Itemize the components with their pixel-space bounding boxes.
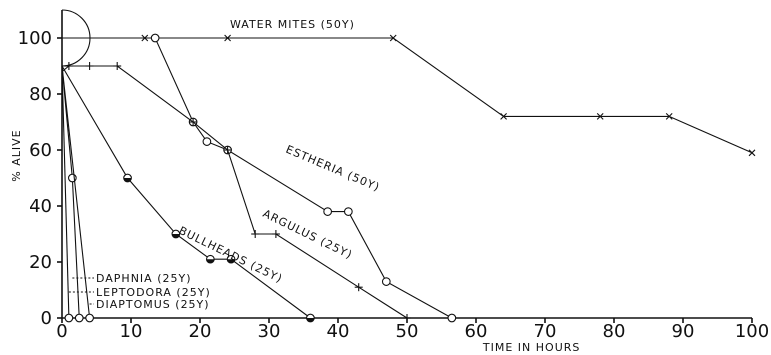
- x-tick-label: 70: [534, 321, 557, 342]
- data-point: [306, 318, 315, 322]
- series-line-2: [61, 65, 408, 319]
- data-point: [206, 259, 215, 263]
- x-axis-label: TIME IN HOURS: [482, 341, 580, 354]
- x-tick-label: 60: [465, 321, 488, 342]
- x-tick-label: 100: [735, 321, 769, 342]
- data-point: [447, 313, 457, 323]
- x-tick-label: 20: [189, 321, 212, 342]
- y-axis-label: % ALIVE: [10, 129, 23, 181]
- y-tick-label: 60: [29, 140, 52, 161]
- y-tick-label: 80: [29, 84, 52, 105]
- data-point: [500, 113, 507, 120]
- series-line-3: [61, 65, 311, 319]
- data-point: [123, 178, 132, 182]
- data-point: [381, 277, 391, 286]
- x-tick-label: 0: [56, 321, 67, 342]
- data-point: [74, 313, 84, 323]
- series-line-6: [61, 65, 91, 319]
- series-line-4: [61, 65, 80, 319]
- x-tick-label: 40: [327, 321, 350, 342]
- y-tick-label: 40: [29, 196, 52, 217]
- y-tick-label: 20: [29, 252, 52, 273]
- series-line-0: [62, 37, 753, 154]
- x-tick-label: 90: [672, 321, 695, 342]
- series-label: LEPTODORA (25Y): [96, 286, 211, 299]
- data-point: [665, 113, 673, 120]
- y-tick-label: 0: [41, 308, 52, 329]
- x-tick-label: 30: [258, 321, 281, 342]
- y-tick-label: 100: [18, 28, 52, 49]
- data-point: [150, 33, 160, 43]
- x-tick-label: 50: [396, 321, 419, 342]
- data-point: [64, 313, 74, 323]
- series-label: DAPHNIA (25Y): [96, 272, 192, 285]
- data-point: [344, 207, 353, 216]
- series-label: ESTHERIA (50Y): [284, 143, 382, 194]
- data-point: [202, 137, 212, 146]
- series-line-5: [61, 65, 70, 319]
- x-tick-label: 10: [120, 321, 143, 342]
- x-tick-label: 80: [603, 321, 626, 342]
- data-point: [748, 149, 756, 157]
- data-point: [389, 34, 397, 42]
- data-point: [85, 313, 94, 323]
- series-label: WATER MITES (50Y): [230, 18, 355, 31]
- data-point: [596, 113, 604, 120]
- data-point: [323, 207, 333, 216]
- series-label: DIAPTOMUS (25Y): [96, 298, 210, 311]
- data-point: [172, 234, 180, 238]
- data-point: [224, 34, 231, 42]
- series-label: BULLHEADS (25Y): [177, 224, 285, 286]
- data-point: [227, 259, 235, 264]
